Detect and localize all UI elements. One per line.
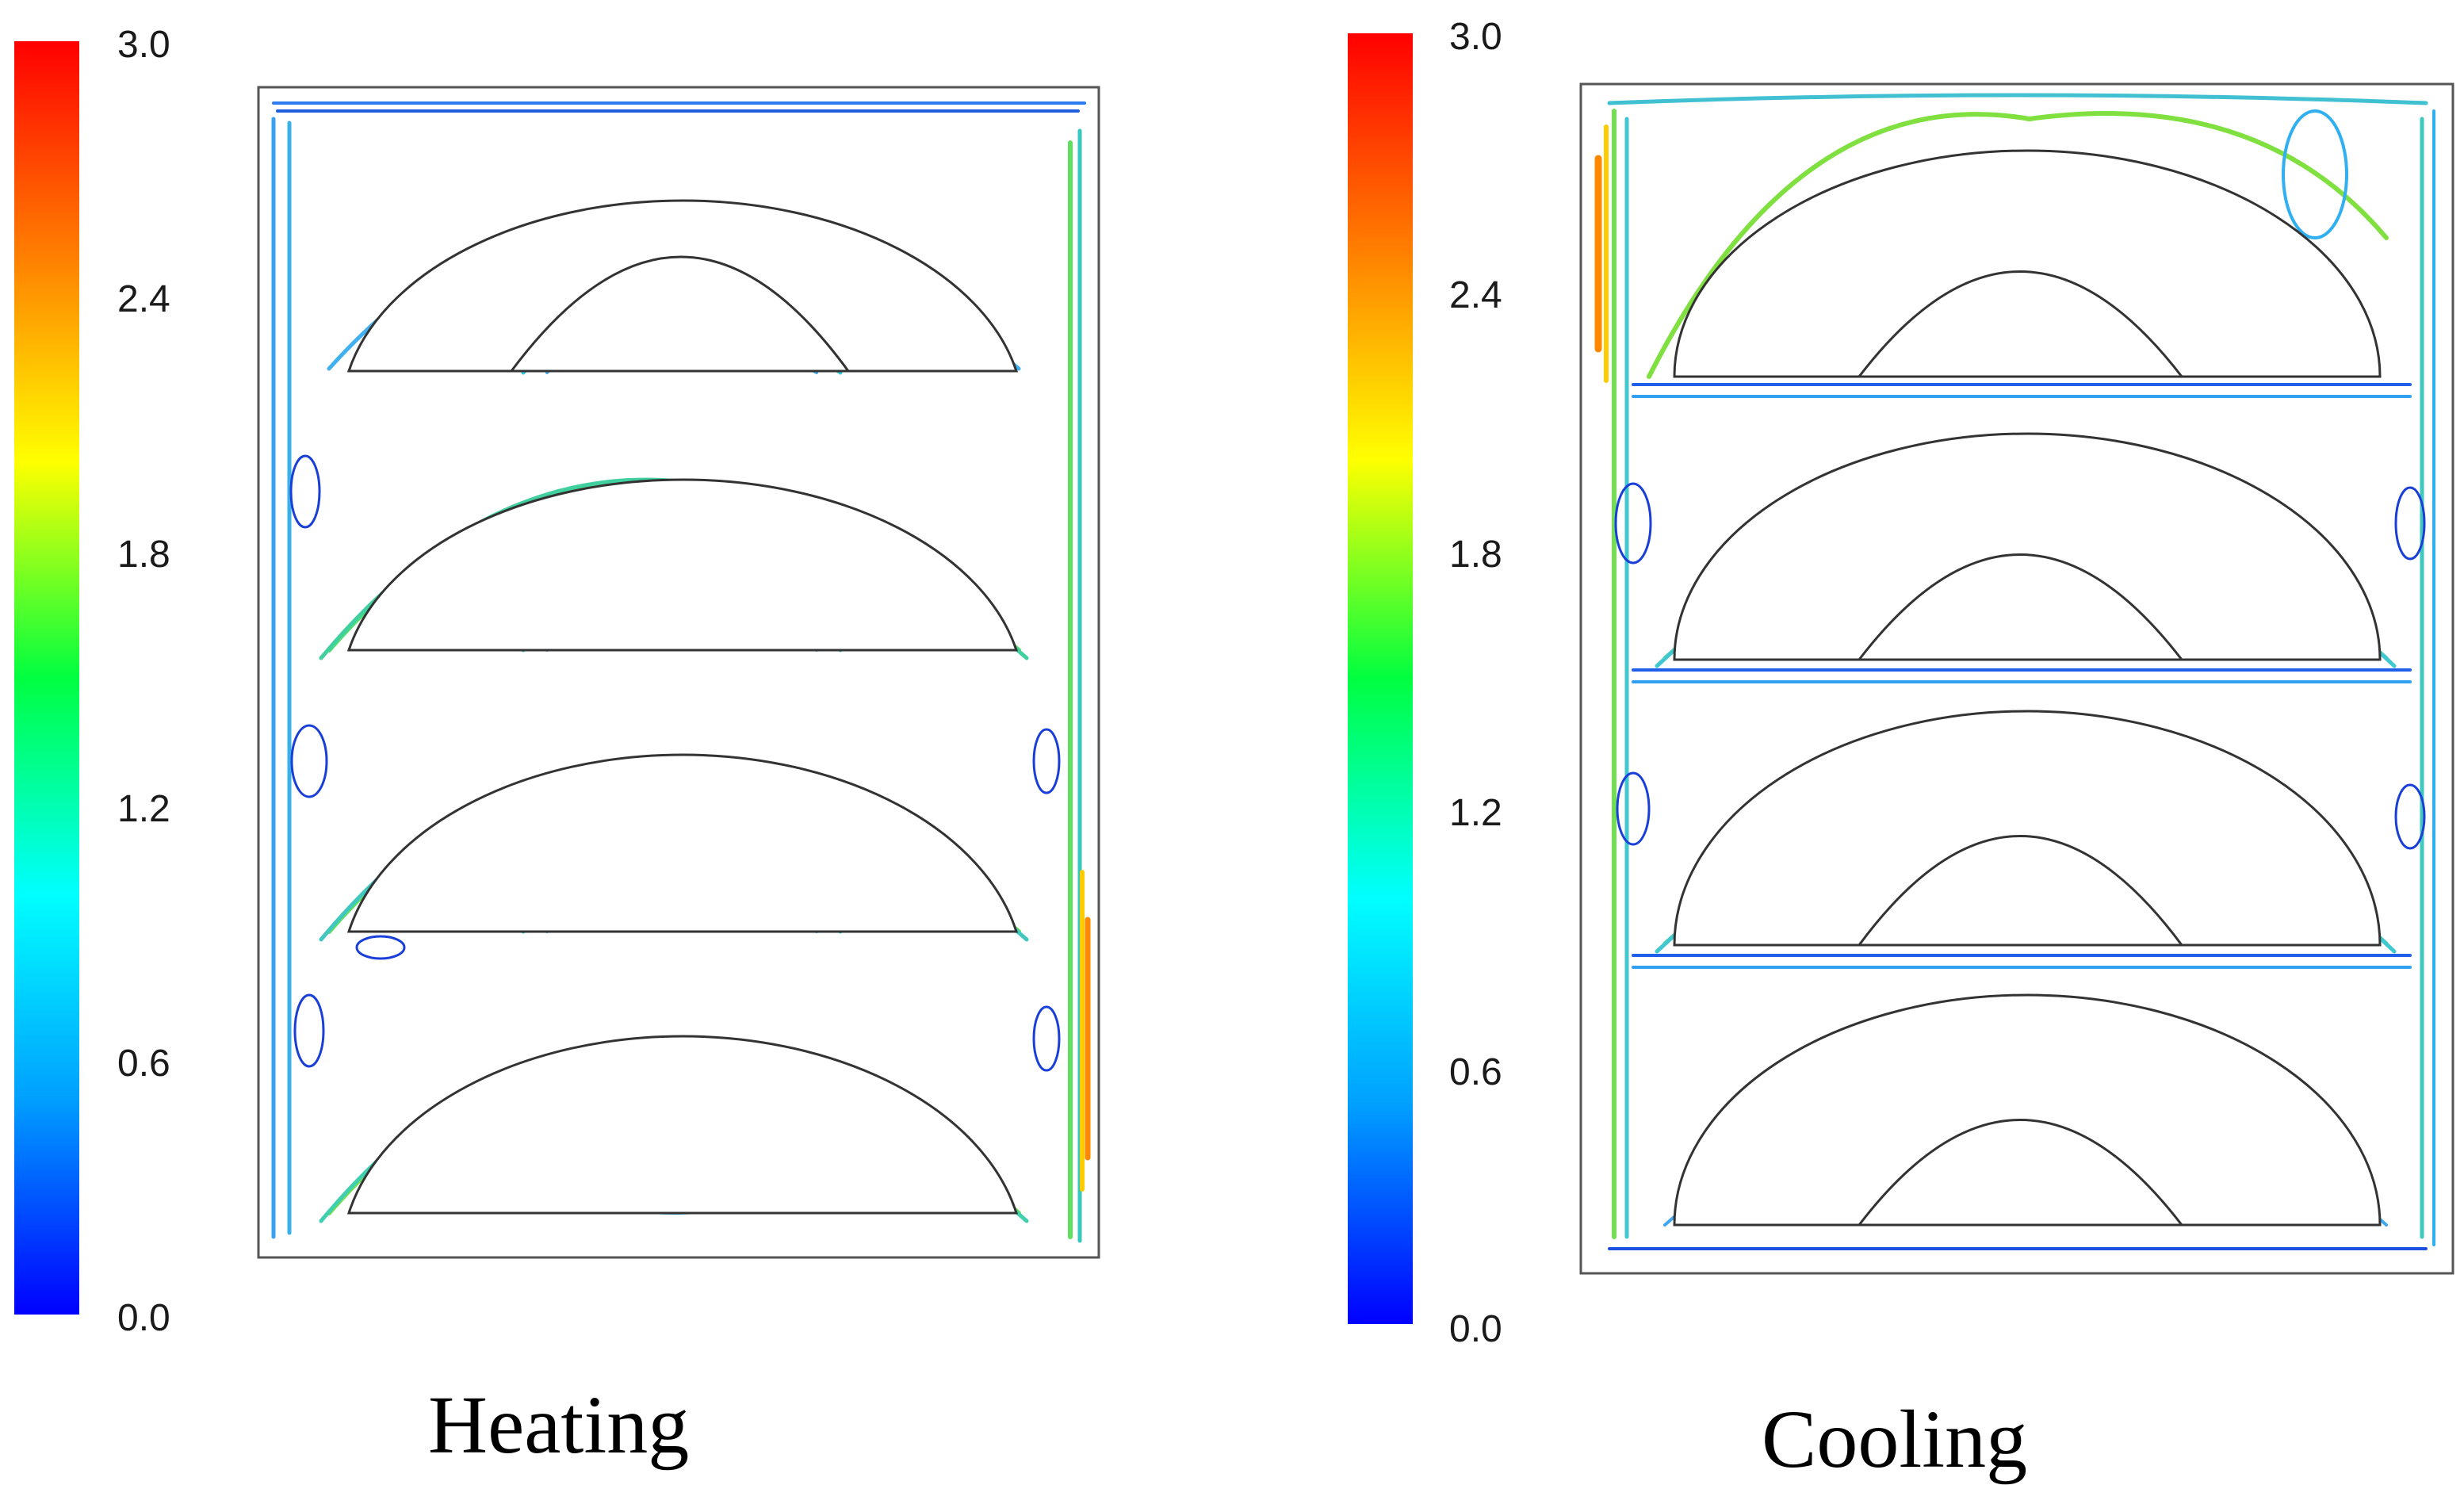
cooling-colorbar-tick-0.0: 0.0: [1449, 1308, 1502, 1350]
heating-colorbar-tick-0.6: 0.6: [117, 1043, 170, 1085]
cooling-inner-lobe-4: [1858, 1119, 2183, 1226]
heating-obstacles: [346, 199, 1019, 1215]
cooling-obstacle-2: [1673, 432, 2382, 661]
cooling-inner-lobe-3: [1858, 835, 2183, 946]
cooling-colorbar: 3.0 2.4 1.8 1.2 0.6 0.0: [1348, 16, 1502, 1350]
heating-colorbar-gradient: [14, 41, 79, 1315]
cooling-colorbar-tick-1.2: 1.2: [1449, 792, 1502, 834]
cooling-inner-lobe-1: [1858, 270, 2183, 377]
heating-obstacle-1: [346, 199, 1019, 373]
heating-obstacle-3: [346, 753, 1019, 933]
heating-colorbar-tick-0.0: 0.0: [117, 1297, 170, 1339]
heating-flow-domain: [257, 86, 1100, 1259]
heating-caption: Heating: [428, 1380, 689, 1471]
cooling-obstacles: [1673, 149, 2382, 1227]
cooling-colorbar-tick-2.4: 2.4: [1449, 274, 1502, 316]
cooling-obstacle-1: [1673, 149, 2382, 378]
cooling-flow-domain: [1579, 82, 2454, 1275]
cooling-obstacle-3: [1673, 710, 2382, 947]
heating-colorbar-tick-3.0: 3.0: [117, 24, 170, 66]
heating-inner-lobe-1: [509, 255, 851, 373]
cooling-colorbar-gradient: [1348, 33, 1413, 1324]
heating-colorbar-tick-1.2: 1.2: [117, 788, 170, 830]
heating-colorbar: 3.0 2.4 1.8 1.2 0.6 0.0: [14, 24, 170, 1339]
heating-colorbar-tick-1.8: 1.8: [117, 534, 170, 576]
cooling-obstacle-4: [1673, 993, 2382, 1227]
heating-panel: 3.0 2.4 1.8 1.2 0.6 0.0: [14, 24, 1100, 1471]
cooling-colorbar-tick-0.6: 0.6: [1449, 1051, 1502, 1093]
cooling-caption: Cooling: [1762, 1394, 2027, 1485]
heating-obstacle-4: [346, 1035, 1019, 1215]
cooling-inner-lobe-2: [1858, 553, 2183, 660]
cooling-colorbar-tick-3.0: 3.0: [1449, 16, 1502, 58]
heating-colorbar-tick-2.4: 2.4: [117, 278, 170, 320]
cooling-colorbar-tick-1.8: 1.8: [1449, 534, 1502, 576]
heating-obstacle-2: [346, 478, 1019, 652]
cooling-panel: 3.0 2.4 1.8 1.2 0.6 0.0: [1348, 16, 2454, 1485]
